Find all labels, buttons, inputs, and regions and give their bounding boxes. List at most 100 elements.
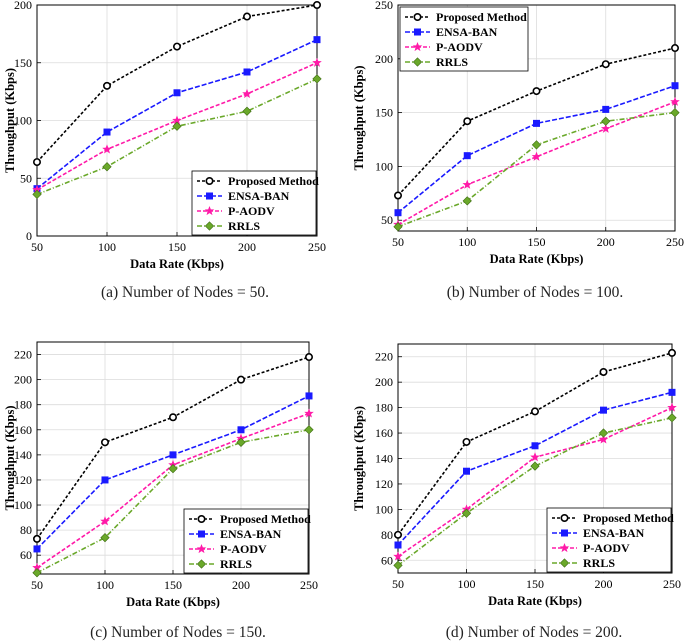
y-tick-label: 60 xyxy=(20,548,32,562)
data-point xyxy=(393,530,402,539)
data-point xyxy=(530,452,540,462)
data-point xyxy=(32,189,42,200)
y-tick-label: 220 xyxy=(14,348,32,362)
legend-marker xyxy=(559,558,570,568)
y-tick-label: 140 xyxy=(375,452,393,466)
data-point xyxy=(100,516,110,526)
legend-marker xyxy=(414,28,421,36)
caption-d: (d) Number of Nodes = 200. xyxy=(445,624,623,641)
y-tick-label: 120 xyxy=(14,473,32,487)
series-line-rrls xyxy=(36,78,318,196)
data-point xyxy=(32,534,41,543)
data-point xyxy=(599,367,608,376)
legend-item-rrls: RRLS xyxy=(552,556,615,570)
x-axis-label: Data Rate (Kbps) xyxy=(126,595,220,609)
data-point xyxy=(532,87,541,96)
data-point xyxy=(103,128,111,136)
legend-label: ENSA-BAN xyxy=(228,189,290,203)
data-point xyxy=(173,89,181,97)
y-axis-label: Throughput (Kbps) xyxy=(352,65,366,170)
x-axis-label: Data Rate (Kbps) xyxy=(130,257,224,271)
legend-label: P-AODV xyxy=(220,542,267,556)
legend-label: ENSA-BAN xyxy=(220,527,282,541)
legend-item-proposed-method: Proposed Method xyxy=(197,174,319,188)
data-point xyxy=(103,81,112,90)
legend-marker xyxy=(559,542,570,553)
data-point xyxy=(313,36,321,44)
legend-label: ENSA-BAN xyxy=(436,25,498,39)
x-tick-label: 200 xyxy=(232,578,250,592)
x-tick-label: 50 xyxy=(392,577,404,591)
x-tick-label: 100 xyxy=(458,235,476,249)
legend-item-proposed-method: Proposed Method xyxy=(405,10,527,24)
series-proposed-method xyxy=(393,44,679,200)
data-point xyxy=(461,508,472,518)
legend-label: Proposed Method xyxy=(583,511,674,525)
x-tick-label: 250 xyxy=(663,577,681,591)
data-point xyxy=(169,451,177,459)
data-point xyxy=(462,196,472,206)
y-tick-label: 140 xyxy=(14,448,32,462)
x-tick-label: 150 xyxy=(168,240,186,254)
data-point xyxy=(168,464,178,474)
data-point xyxy=(312,74,322,84)
data-point xyxy=(304,408,314,418)
data-point xyxy=(463,467,470,475)
y-tick-label: 100 xyxy=(14,498,32,512)
data-point xyxy=(600,123,611,133)
data-point xyxy=(671,82,679,90)
data-point xyxy=(237,375,246,384)
legend-item-p-aodv: P-AODV xyxy=(552,541,630,555)
data-point xyxy=(598,428,609,438)
caption-c: (c) Number of Nodes = 150. xyxy=(90,624,266,641)
y-tick-label: 150 xyxy=(375,106,393,120)
y-tick-label: 80 xyxy=(381,528,393,542)
legend-marker xyxy=(197,515,206,524)
data-point xyxy=(393,222,403,232)
y-tick-label: 50 xyxy=(381,213,393,227)
data-point xyxy=(173,42,182,51)
legend-item-ensa-ban: ENSA-BAN xyxy=(405,25,498,39)
series-proposed-method xyxy=(393,348,676,539)
chart-panel-b: 50 100 150 200 250 50 100 150 200 250 Data Rate (K… xyxy=(345,0,685,266)
series-ensa-ban xyxy=(394,388,676,549)
legend-item-ensa-ban: ENSA-BAN xyxy=(552,526,645,540)
caption-a: (a) Number of Nodes = 50. xyxy=(100,284,269,301)
legend-label: RRLS xyxy=(583,556,615,570)
data-point xyxy=(670,44,679,53)
y-tick-label: 100 xyxy=(375,502,393,516)
chart-svg: 50 100 150 200 250 60 80 100 120 140 160 180 200 220 D… xyxy=(352,343,681,608)
data-point xyxy=(531,442,539,450)
legend-label: RRLS xyxy=(436,55,468,69)
x-tick-label: 150 xyxy=(528,235,546,249)
data-point xyxy=(172,121,182,131)
data-point xyxy=(101,438,110,447)
y-tick-label: 160 xyxy=(14,423,32,437)
legend-marker xyxy=(412,57,423,67)
legend-label: Proposed Method xyxy=(220,512,311,526)
data-point xyxy=(394,541,402,549)
data-point xyxy=(602,105,610,113)
chart-svg: 50 100 150 200 250 60 80 100 120 140 160 180 200 220 D… xyxy=(3,341,318,609)
data-point xyxy=(462,179,473,189)
y-tick-label: 160 xyxy=(375,426,393,440)
y-axis-label: Throughput (Kbps) xyxy=(352,406,366,511)
legend-marker xyxy=(412,41,423,52)
legend-marker xyxy=(198,530,205,538)
data-point xyxy=(463,117,472,126)
y-tick-label: 180 xyxy=(14,398,32,412)
data-point xyxy=(312,0,321,10)
x-axis-label: Data Rate (Kbps) xyxy=(488,594,582,608)
x-tick-label: 250 xyxy=(666,235,684,249)
series-proposed-method xyxy=(32,353,313,543)
data-point xyxy=(304,353,313,362)
legend-label: RRLS xyxy=(220,557,252,571)
chart-panel-d: 50 100 150 200 250 60 80 100 120 140 160 180 200 220 D… xyxy=(345,337,685,617)
y-tick-label: 150 xyxy=(14,56,32,70)
legend-label: P-AODV xyxy=(583,541,630,555)
data-point xyxy=(242,88,252,99)
x-tick-label: 200 xyxy=(595,577,613,591)
